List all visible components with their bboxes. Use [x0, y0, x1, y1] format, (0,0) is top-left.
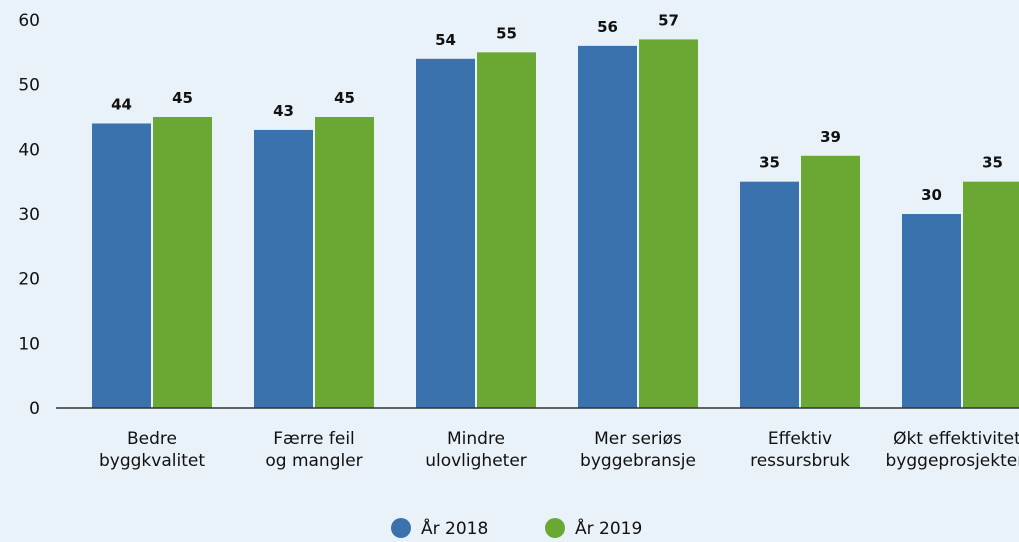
- x-tick-label: byggkvalitet: [99, 451, 205, 471]
- x-tick-label: Mer seriøs: [594, 429, 682, 449]
- data-label: 30: [921, 186, 942, 204]
- y-axis: 0 10 20 30 40 50 60: [18, 11, 40, 419]
- legend-swatch: [545, 518, 565, 538]
- data-label: 39: [820, 128, 841, 146]
- data-label: 45: [334, 89, 355, 107]
- y-tick-label: 60: [18, 11, 40, 31]
- x-tick-label: ressursbruk: [750, 451, 850, 471]
- x-tick-label: Færre feil: [273, 429, 355, 449]
- y-tick-label: 30: [18, 205, 40, 225]
- legend: År 2018 År 2019: [391, 517, 642, 539]
- bar-2018: [254, 129, 313, 408]
- bar-2018: [740, 181, 799, 408]
- data-label: 56: [597, 18, 618, 36]
- bar-2019: [639, 39, 698, 409]
- bar-2018: [416, 58, 475, 409]
- x-tick-label: byggeprosjektene: [886, 451, 1019, 471]
- legend-label: År 2018: [421, 517, 488, 539]
- data-label: 43: [273, 102, 294, 120]
- x-tick-label: Mindre: [447, 429, 505, 449]
- data-label: 45: [172, 89, 193, 107]
- bar-2019: [153, 117, 212, 408]
- y-tick-label: 0: [29, 399, 40, 419]
- bar-2018: [902, 214, 961, 408]
- bar-2019: [315, 117, 374, 408]
- legend-label: År 2019: [575, 517, 642, 539]
- x-tick-label: og mangler: [265, 451, 362, 471]
- bars: 44 45 43 45 54 55 56 57 35 39 30 35: [92, 11, 1019, 409]
- y-tick-label: 40: [18, 140, 40, 160]
- x-tick-label: Bedre: [127, 429, 177, 449]
- bar-2019: [963, 181, 1019, 408]
- legend-swatch: [391, 518, 411, 538]
- bar-2019: [477, 52, 536, 408]
- x-tick-label: ulovligheter: [425, 451, 527, 471]
- data-label: 35: [759, 154, 780, 172]
- data-label: 44: [111, 95, 132, 113]
- bar-2018: [92, 123, 151, 408]
- x-tick-label: Effektiv: [768, 429, 832, 449]
- bar-2019: [801, 155, 860, 408]
- y-tick-label: 50: [18, 76, 40, 96]
- data-label: 54: [435, 31, 456, 49]
- data-label: 55: [496, 24, 517, 42]
- bar-2018: [578, 45, 637, 408]
- data-label: 35: [982, 154, 1003, 172]
- y-tick-label: 10: [18, 334, 40, 354]
- x-tick-label: byggebransje: [580, 451, 696, 471]
- x-tick-label: Økt effektivitet i: [893, 429, 1019, 449]
- y-tick-label: 20: [18, 270, 40, 290]
- data-label: 57: [658, 11, 679, 29]
